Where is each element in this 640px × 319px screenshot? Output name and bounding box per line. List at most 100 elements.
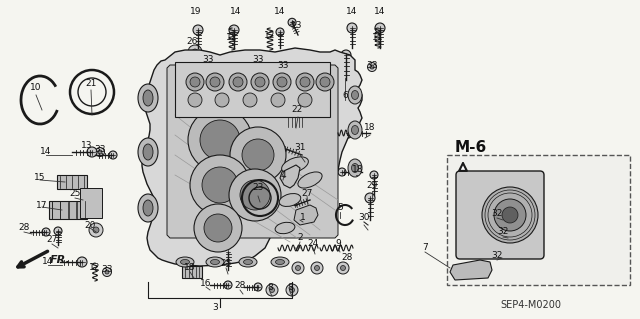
Circle shape — [343, 128, 353, 138]
Circle shape — [291, 202, 299, 210]
Ellipse shape — [348, 159, 362, 177]
Circle shape — [87, 147, 97, 157]
Ellipse shape — [282, 157, 308, 173]
Polygon shape — [450, 260, 492, 280]
Text: 19: 19 — [190, 8, 202, 17]
Text: 1: 1 — [300, 213, 306, 222]
Ellipse shape — [348, 121, 362, 139]
Text: 32: 32 — [492, 250, 502, 259]
Text: 28: 28 — [234, 280, 246, 290]
Ellipse shape — [211, 259, 220, 264]
Circle shape — [266, 284, 278, 296]
Circle shape — [320, 77, 330, 87]
Text: 32: 32 — [492, 209, 502, 218]
Circle shape — [229, 25, 239, 35]
Circle shape — [341, 50, 351, 60]
Text: 14: 14 — [346, 8, 358, 17]
Circle shape — [224, 248, 232, 256]
Circle shape — [280, 144, 290, 154]
Text: 13: 13 — [291, 20, 303, 29]
Text: 25: 25 — [220, 258, 232, 268]
Circle shape — [256, 61, 260, 65]
Ellipse shape — [143, 200, 153, 216]
Circle shape — [311, 262, 323, 274]
Circle shape — [273, 73, 291, 91]
Text: 33: 33 — [252, 56, 264, 64]
Text: 30: 30 — [358, 213, 370, 222]
Text: 27: 27 — [46, 235, 58, 244]
Circle shape — [517, 210, 527, 220]
Ellipse shape — [243, 259, 253, 264]
Circle shape — [204, 214, 232, 242]
Text: 15: 15 — [35, 174, 45, 182]
Text: 3: 3 — [212, 302, 218, 311]
Circle shape — [109, 151, 117, 159]
Circle shape — [292, 119, 298, 125]
Text: 26: 26 — [186, 38, 198, 47]
Circle shape — [192, 49, 198, 55]
Circle shape — [240, 180, 270, 210]
Circle shape — [300, 77, 310, 87]
Text: M-6: M-6 — [455, 140, 487, 155]
Circle shape — [517, 252, 527, 262]
Circle shape — [375, 23, 385, 33]
Circle shape — [98, 150, 102, 154]
Text: 16: 16 — [200, 278, 212, 287]
Circle shape — [215, 93, 229, 107]
Ellipse shape — [138, 84, 158, 112]
Text: 32: 32 — [497, 227, 509, 236]
Circle shape — [289, 116, 301, 128]
Circle shape — [233, 77, 243, 87]
Text: 33: 33 — [366, 61, 378, 70]
Circle shape — [367, 63, 376, 71]
Circle shape — [338, 168, 346, 176]
Text: 9: 9 — [335, 239, 341, 248]
Circle shape — [314, 265, 319, 271]
Text: 31: 31 — [294, 144, 306, 152]
Circle shape — [188, 108, 252, 172]
Ellipse shape — [279, 194, 301, 206]
Bar — [80, 188, 102, 218]
Circle shape — [255, 77, 265, 87]
Circle shape — [277, 77, 287, 87]
Text: 14: 14 — [40, 147, 52, 157]
Circle shape — [105, 270, 109, 274]
Circle shape — [502, 207, 518, 223]
Circle shape — [278, 62, 287, 70]
Ellipse shape — [298, 172, 322, 188]
Text: 17: 17 — [36, 201, 48, 210]
Circle shape — [482, 187, 538, 243]
Polygon shape — [49, 201, 87, 219]
Circle shape — [288, 18, 296, 26]
Text: 7: 7 — [422, 243, 428, 253]
Circle shape — [200, 120, 240, 160]
Text: 28: 28 — [341, 254, 353, 263]
Ellipse shape — [143, 90, 153, 106]
Text: 29: 29 — [366, 181, 378, 189]
Circle shape — [251, 73, 269, 91]
Text: 18: 18 — [352, 166, 364, 174]
Text: 10: 10 — [30, 84, 42, 93]
Circle shape — [230, 127, 286, 183]
Text: 21: 21 — [85, 78, 97, 87]
Text: 14: 14 — [42, 257, 54, 266]
Ellipse shape — [138, 138, 158, 166]
Polygon shape — [142, 48, 362, 266]
Circle shape — [296, 73, 314, 91]
Circle shape — [337, 262, 349, 274]
Circle shape — [523, 230, 533, 240]
FancyBboxPatch shape — [456, 171, 544, 259]
Circle shape — [269, 287, 275, 293]
Circle shape — [95, 147, 104, 157]
Polygon shape — [285, 116, 305, 128]
Text: 4: 4 — [280, 170, 286, 180]
Text: 27: 27 — [301, 189, 313, 197]
Circle shape — [194, 204, 242, 252]
Circle shape — [296, 265, 301, 271]
Circle shape — [280, 64, 284, 68]
Ellipse shape — [271, 257, 289, 267]
Text: 14: 14 — [230, 8, 242, 17]
Circle shape — [205, 57, 214, 66]
Circle shape — [202, 167, 238, 203]
Circle shape — [286, 284, 298, 296]
